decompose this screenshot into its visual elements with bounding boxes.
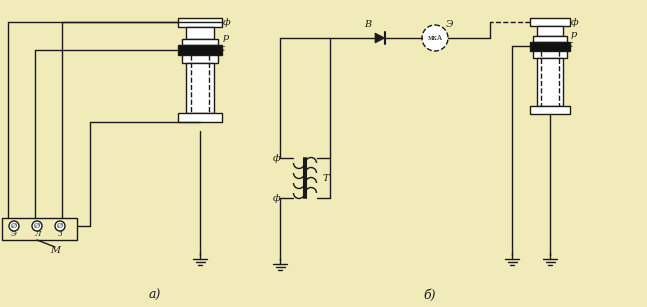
Text: Ø: Ø — [11, 222, 17, 230]
Text: Э: Э — [446, 20, 454, 29]
Text: к: к — [218, 44, 224, 52]
Circle shape — [55, 221, 65, 231]
Text: ф: ф — [273, 193, 281, 203]
Text: Т: Т — [323, 173, 329, 182]
Bar — [178, 113, 222, 122]
Circle shape — [32, 221, 42, 231]
Bar — [533, 36, 567, 42]
Bar — [186, 27, 214, 39]
Bar — [2, 218, 77, 240]
Text: ф: ф — [223, 17, 230, 26]
Text: Э: Э — [11, 230, 17, 238]
Text: р: р — [571, 29, 577, 38]
Text: В: В — [364, 20, 371, 29]
Bar — [182, 39, 218, 45]
Bar — [537, 58, 563, 106]
Text: мкА: мкА — [428, 34, 443, 42]
Bar — [530, 106, 570, 114]
Bar — [186, 63, 214, 113]
Text: Ø: Ø — [34, 222, 40, 230]
Text: р: р — [223, 33, 229, 41]
Bar — [537, 26, 563, 36]
Polygon shape — [375, 33, 385, 43]
Circle shape — [9, 221, 19, 231]
Bar — [530, 42, 570, 51]
Text: а): а) — [149, 289, 161, 301]
Bar — [182, 55, 218, 63]
Text: ф: ф — [571, 17, 578, 26]
Text: Ø: Ø — [57, 222, 63, 230]
Text: ф: ф — [273, 154, 281, 162]
Text: к: к — [566, 40, 572, 49]
Bar — [178, 45, 222, 55]
Text: М: М — [50, 246, 60, 255]
Bar — [530, 18, 570, 26]
Circle shape — [422, 25, 448, 51]
Text: б): б) — [424, 289, 436, 301]
Bar — [178, 18, 222, 27]
Bar — [533, 51, 567, 58]
Text: З: З — [58, 230, 62, 238]
Text: Л: Л — [34, 230, 40, 238]
